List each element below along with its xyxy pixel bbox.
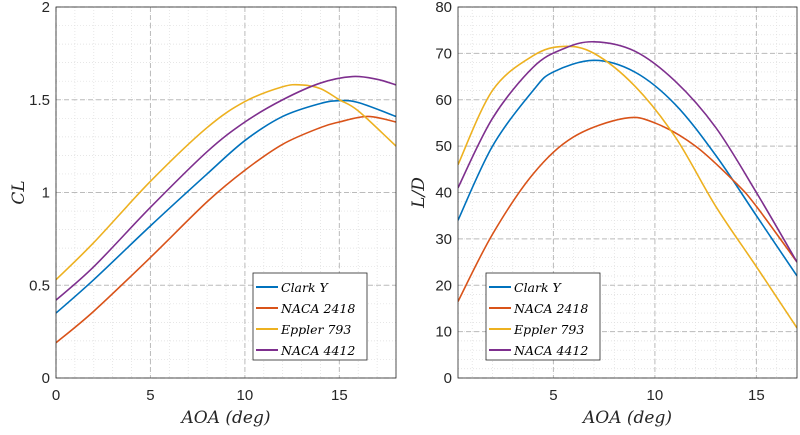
- series-line-naca-2418: [56, 115, 396, 344]
- series-line-naca-4412: [56, 75, 396, 301]
- series-line-eppler-793: [56, 83, 396, 281]
- chart-2: 5 10 15 0 10 20 30 40 50 60 70 80 AOA (deg) L/D Clark …: [409, 0, 798, 428]
- series-line-clark-y: [458, 59, 797, 277]
- y-tick-label: 80: [435, 0, 452, 16]
- y-tick-label: 0.5: [29, 277, 50, 294]
- y-tick-label: 1.5: [29, 92, 50, 109]
- y-axis-label: L/D: [409, 177, 429, 209]
- legend-entry: NACA 4412: [280, 343, 355, 358]
- y-tick-label: 10: [435, 324, 452, 341]
- axes-box: [457, 6, 798, 379]
- axes-box: [55, 6, 397, 379]
- x-axis-label: AOA (deg): [581, 408, 672, 428]
- y-axis-label: CL: [9, 180, 29, 204]
- y-tick-label: 50: [435, 138, 452, 155]
- x-tick-label: 15: [331, 387, 348, 404]
- legend-entry: NACA 2418: [280, 301, 355, 316]
- series-line-clark-y: [56, 99, 396, 314]
- y-tick-label: 40: [435, 185, 452, 202]
- y-tick-label: 0: [444, 370, 452, 387]
- y-tick-label: 0: [42, 370, 50, 387]
- y-tick-label: 30: [435, 231, 452, 248]
- y-tick-label: 2: [42, 0, 50, 16]
- y-tick-label: 1: [42, 185, 50, 202]
- legend-entry: NACA 2418: [513, 301, 588, 316]
- x-tick-label: 10: [647, 387, 664, 404]
- legend-entry: NACA 4412: [513, 343, 588, 358]
- x-tick-label: 15: [748, 387, 765, 404]
- y-tick-label: 20: [435, 277, 452, 294]
- chart-1: 0 5 10 15 0 0.5 1 1.5 2 AOA (deg) CL Clark Y NACA 24…: [9, 0, 397, 428]
- legend-entry: Eppler 793: [513, 322, 584, 337]
- legend-entry: Clark Y: [281, 280, 330, 295]
- series-line-naca-2418: [458, 116, 797, 302]
- legend: Clark Y NACA 2418 Eppler 793 NACA 4412: [485, 272, 601, 361]
- legend: Clark Y NACA 2418 Eppler 793 NACA 4412: [252, 272, 368, 361]
- legend-entry: Clark Y: [514, 280, 563, 295]
- legend-entry: Eppler 793: [280, 322, 351, 337]
- y-tick-label: 60: [435, 92, 452, 109]
- x-tick-label: 10: [237, 387, 254, 404]
- series-line-eppler-793: [458, 45, 797, 329]
- x-tick-label: 5: [146, 387, 154, 404]
- series-line-naca-4412: [458, 40, 797, 263]
- y-tick-label: 70: [435, 45, 452, 62]
- x-tick-label: 5: [549, 387, 557, 404]
- x-axis-label: AOA (deg): [180, 408, 271, 428]
- x-tick-label: 0: [52, 387, 60, 404]
